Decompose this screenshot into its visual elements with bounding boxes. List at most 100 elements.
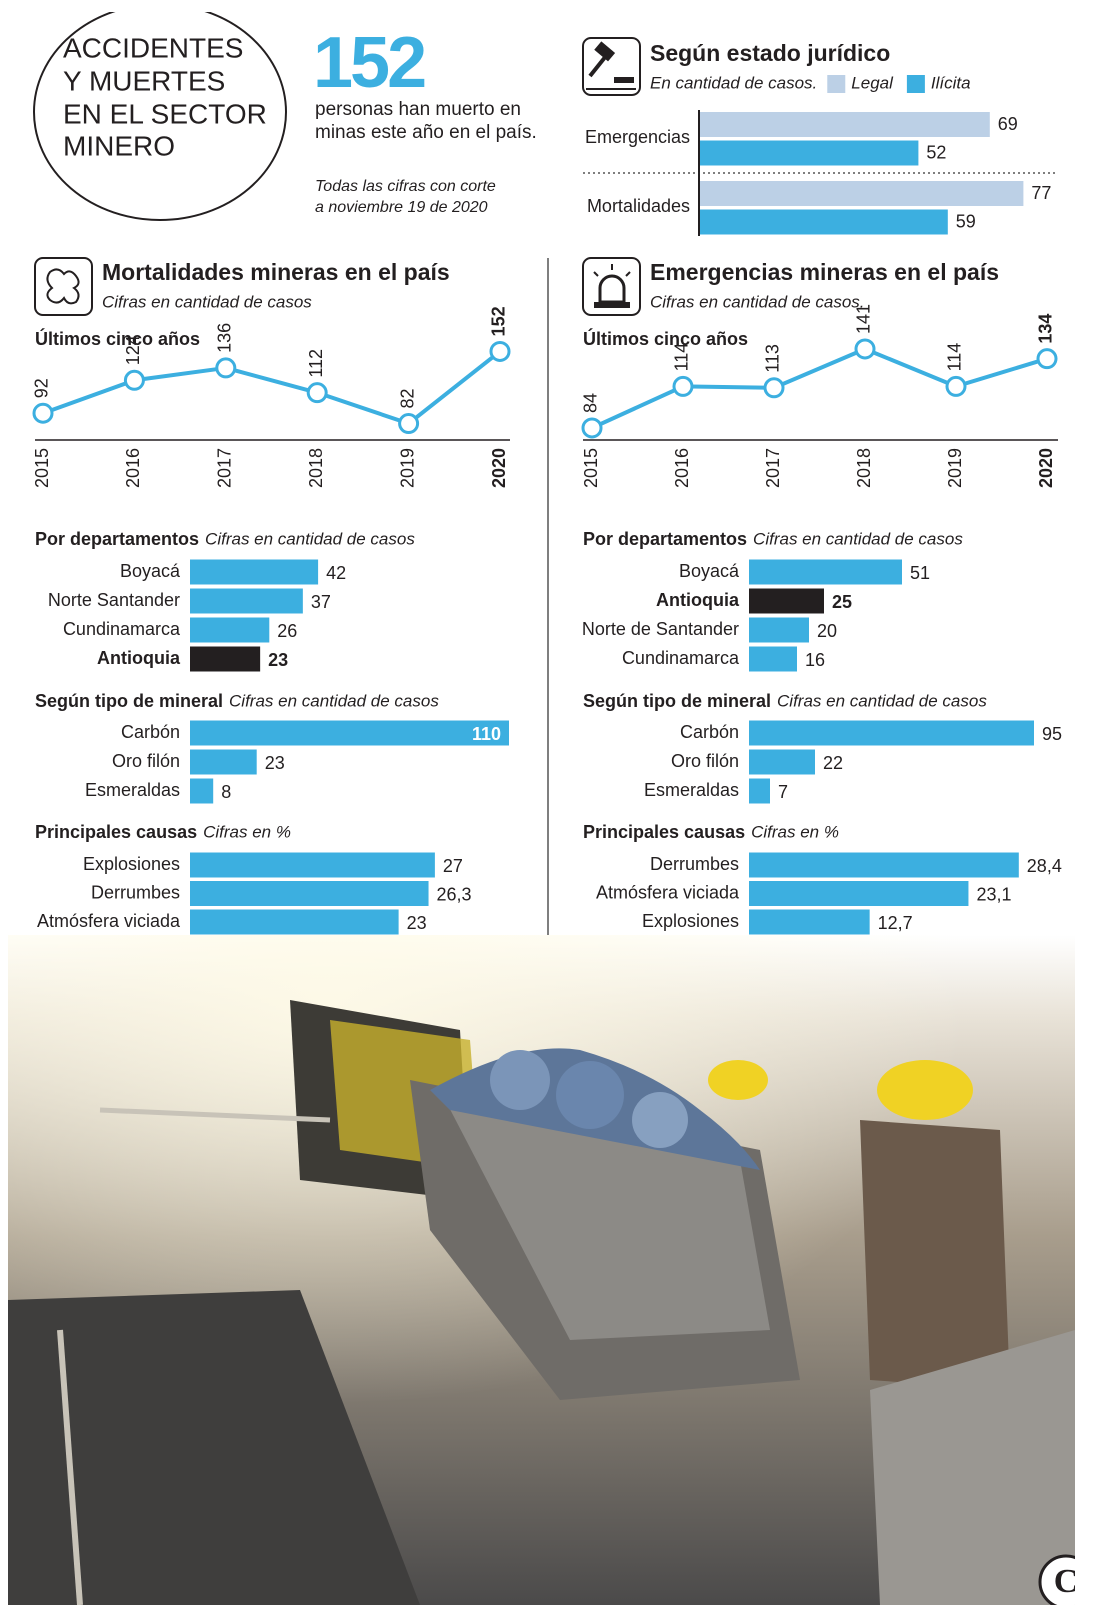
value-label: 59 <box>956 211 976 231</box>
category-label: Carbón <box>680 722 739 742</box>
category-label: Emergencias <box>585 127 690 147</box>
value-label: 23 <box>268 650 288 670</box>
section-subtitle: Cifras en cantidad de casos <box>229 691 439 710</box>
point <box>856 340 874 358</box>
bar <box>749 853 1019 878</box>
x-tick-label: 2018 <box>306 448 326 488</box>
value-label: 114 <box>672 343 692 372</box>
chart-title: Mortalidades mineras en el país <box>102 259 450 285</box>
value-label: 42 <box>326 563 346 583</box>
lead-text: personas han muerto en <box>315 99 521 120</box>
bar <box>190 853 435 878</box>
x-tick-label: 2015 <box>581 448 601 488</box>
section-label: Últimos cinco años <box>35 328 200 349</box>
point <box>1038 350 1056 368</box>
value-label: 37 <box>311 592 331 612</box>
category-label: Derrumbes <box>91 882 180 902</box>
value-label: 7 <box>778 782 788 802</box>
bar <box>749 910 870 935</box>
value-label: 22 <box>823 753 843 773</box>
value-label: 12,7 <box>878 913 913 933</box>
value-label: 52 <box>926 142 946 162</box>
value-label: 25 <box>832 592 852 612</box>
value-label: 152 <box>489 306 509 336</box>
big-number: 152 <box>313 23 425 103</box>
x-tick-label: 2020 <box>489 448 509 488</box>
category-label: Norte de Santander <box>582 619 739 639</box>
category-label: Boyacá <box>679 561 740 581</box>
section-subtitle: Cifras en % <box>751 822 839 841</box>
infographic: C ACCIDENTES Y MUERTES EN EL SECTOR MINE… <box>0 0 1099 1605</box>
point <box>34 404 52 422</box>
note: a noviembre 19 de 2020 <box>315 199 488 216</box>
section-title: Según tipo de mineral <box>35 691 223 711</box>
x-tick-label: 2019 <box>397 448 417 488</box>
icon-injury <box>35 258 92 315</box>
value-label: 110 <box>472 724 501 744</box>
value-label: 134 <box>1036 314 1056 344</box>
bar <box>190 647 260 672</box>
header-title: MINERO <box>63 130 175 161</box>
x-tick-label: 2015 <box>32 448 52 488</box>
bar <box>190 750 257 775</box>
section-title: Principales causas <box>583 822 745 842</box>
section-subtitle: Cifras en cantidad de casos <box>753 529 963 548</box>
point <box>217 359 235 377</box>
photo: C <box>8 935 1092 1605</box>
value-label: 26 <box>277 621 297 641</box>
category-label: Norte Santander <box>48 590 180 610</box>
bar <box>749 589 824 614</box>
category-label: Atmósfera viciada <box>37 911 181 931</box>
x-tick-label: 2020 <box>1036 448 1056 488</box>
bar <box>190 560 318 585</box>
section-label: Últimos cinco años <box>583 328 748 349</box>
point <box>674 377 692 395</box>
category-label: Mortalidades <box>587 196 690 216</box>
value-label: 51 <box>910 563 930 583</box>
category-label: Explosiones <box>83 854 180 874</box>
legend-swatch <box>827 75 845 93</box>
value-label: 92 <box>32 378 52 398</box>
value-label: 8 <box>221 782 231 802</box>
value-label: 113 <box>763 344 783 373</box>
category-label: Esmeraldas <box>644 780 739 800</box>
bar <box>749 618 809 643</box>
section-title: Por departamentos <box>583 529 747 549</box>
category-label: Antioquia <box>97 648 181 668</box>
value-label: 16 <box>805 650 825 670</box>
page: { "header": { "title_lines": ["ACCIDENTE… <box>0 0 1099 1605</box>
x-tick-label: 2016 <box>672 448 692 488</box>
bar <box>700 112 990 137</box>
section-title: Según tipo de mineral <box>583 691 771 711</box>
header-title: EN EL SECTOR <box>63 98 267 129</box>
value-label: 26,3 <box>437 884 472 904</box>
bar <box>749 647 797 672</box>
x-tick-label: 2018 <box>854 448 874 488</box>
point <box>491 342 509 360</box>
value-label: 23,1 <box>976 884 1011 904</box>
icon-gavel <box>583 38 640 95</box>
value-label: 28,4 <box>1027 856 1062 876</box>
value-label: 69 <box>998 114 1018 134</box>
chart-title: Emergencias mineras en el país <box>650 259 999 285</box>
lead-text: minas este año en el país. <box>315 122 537 143</box>
bar <box>190 721 509 746</box>
bar <box>700 181 1023 206</box>
category-label: Oro filón <box>112 751 180 771</box>
chart-subtitle: Cifras en cantidad de casos. <box>650 292 865 311</box>
value-label: 136 <box>215 323 235 353</box>
line <box>43 351 500 423</box>
section-title: Principales causas <box>35 822 197 842</box>
icon-siren <box>583 258 640 315</box>
section-subtitle: Cifras en cantidad de casos <box>205 529 415 548</box>
logo: C <box>1054 1563 1079 1600</box>
legend-label: Legal <box>851 73 894 92</box>
bar <box>190 910 399 935</box>
bar <box>190 779 213 804</box>
x-tick-label: 2016 <box>123 448 143 488</box>
category-label: Derrumbes <box>650 854 739 874</box>
legend-swatch <box>907 75 925 93</box>
bar <box>190 618 269 643</box>
category-label: Boyacá <box>120 561 181 581</box>
category-label: Cundinamarca <box>622 648 740 668</box>
